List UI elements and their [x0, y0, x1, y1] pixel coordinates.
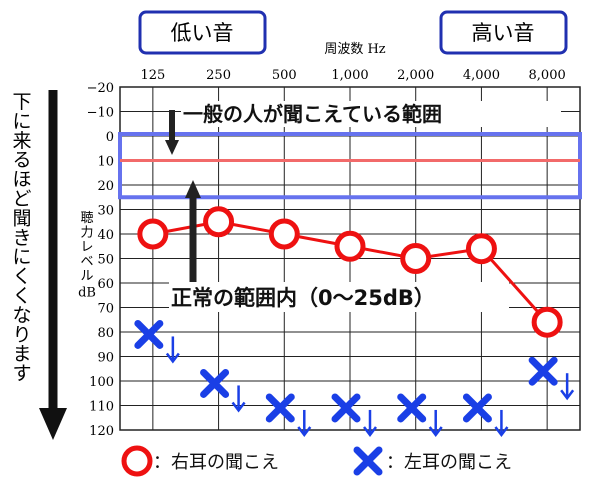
side-label-char: 来 — [12, 130, 31, 152]
down-arrow-head — [297, 426, 312, 438]
left-ear-cross — [462, 393, 492, 423]
right-ear-point — [203, 206, 235, 238]
legend: ：右耳の聞こえ ：左耳の聞こえ — [121, 445, 512, 477]
x-tick-label: 8,000 — [529, 68, 566, 83]
legend-left-label: ：左耳の聞こえ — [386, 452, 512, 473]
side-label-char: な — [12, 304, 31, 326]
right-ear-point — [137, 218, 169, 250]
side-label-char: 下 — [12, 91, 31, 113]
normal-range-text: 正常の範囲内（0〜25dB） — [171, 286, 435, 310]
right-ear-point — [465, 233, 497, 265]
side-label-char: く — [12, 266, 31, 288]
y-tick-label: 30 — [97, 204, 114, 219]
y-tick-label: 0 — [106, 130, 114, 145]
side-label-char: り — [12, 324, 31, 346]
legend-right-marker — [121, 445, 153, 477]
side-label-char: き — [12, 227, 31, 249]
arrow-down-to-band-icon — [165, 110, 179, 155]
y-tick-label: 20 — [97, 179, 114, 194]
left-ear-cross — [200, 368, 230, 398]
left-ear-point — [462, 393, 509, 438]
right-ear-point — [400, 243, 432, 274]
y-tick-label: 40 — [97, 228, 114, 243]
y-axis-title-char: ル — [80, 269, 93, 284]
left-ear-point — [528, 356, 575, 401]
y-tick-label: 110 — [89, 400, 114, 415]
down-arrow-head — [165, 352, 180, 364]
y-tick-label: 90 — [97, 351, 114, 366]
high-sound-box: 高い音 — [439, 10, 568, 55]
y-tick-label: 120 — [89, 424, 114, 439]
down-arrow-head — [363, 426, 377, 438]
side-label-char: に — [12, 110, 31, 132]
right-ear-point — [268, 218, 300, 250]
x-tick-label: 500 — [272, 68, 297, 83]
x-tick-label: 1,000 — [331, 68, 368, 83]
y-tick-label: 60 — [97, 277, 114, 292]
down-arrow-head — [231, 401, 246, 413]
high-sound-label: 高い音 — [472, 21, 535, 45]
y-tick-label: 100 — [89, 375, 114, 390]
y-axis-title-char: ベ — [80, 255, 93, 270]
chart-ticks: 125 250 500 1,000 2,000 4,000 8,000 −20 −10 0 10 20… — [87, 68, 566, 439]
side-label-char: に — [12, 246, 31, 268]
side-label-char: る — [12, 149, 31, 171]
normal-range-rect — [118, 132, 582, 200]
down-arrow-head — [560, 389, 575, 401]
y-axis-title-char: レ — [80, 240, 93, 255]
x-tick-label: 125 — [140, 68, 165, 83]
y-axis-title-char: 聴 — [80, 211, 93, 226]
x-tick-label: 2,000 — [397, 68, 434, 83]
side-label-char: 聞 — [12, 207, 31, 229]
y-tick-label: −10 — [87, 106, 114, 121]
y-axis-title-char: 力 — [80, 226, 93, 241]
down-arrow-head — [428, 426, 443, 438]
y-axis-title-unit: dB — [78, 286, 96, 301]
left-ear-point — [200, 368, 246, 413]
y-tick-label: 10 — [97, 155, 114, 170]
y-tick-label: 80 — [97, 326, 114, 341]
side-label-char: す — [12, 363, 31, 385]
side-label-char: ま — [12, 343, 31, 365]
side-label-char: ほ — [12, 169, 31, 191]
low-sound-box: 低い音 — [138, 10, 267, 55]
left-ear-point — [134, 319, 180, 364]
y-tick-label: 50 — [97, 253, 114, 268]
left-ear-cross — [134, 319, 164, 349]
down-arrow-icon — [39, 90, 67, 440]
normal-people-text: 一般の人が聞こえている範囲 — [183, 102, 442, 126]
x-tick-label: 4,000 — [463, 68, 500, 83]
left-ear-point — [265, 393, 312, 438]
annotation-normal-range: 正常の範囲内（0〜25dB） — [169, 282, 509, 312]
left-ear-cross — [265, 393, 295, 423]
low-sound-label: 低い音 — [171, 21, 234, 45]
left-ear-cross — [528, 356, 558, 386]
legend-right-label: ：右耳の聞こえ — [153, 452, 279, 473]
left-ear-point — [331, 393, 377, 438]
chart-series — [134, 206, 575, 438]
down-arrow-head — [494, 426, 509, 438]
right-ear-point — [334, 230, 366, 262]
annotation-normal-people: 一般の人が聞こえている範囲 — [181, 101, 561, 127]
side-label-char: く — [12, 285, 31, 307]
x-axis-title: 周波数 Hz — [324, 42, 385, 57]
x-tick-label: 250 — [206, 68, 231, 83]
normal-range-band — [118, 132, 582, 200]
y-tick-label: 70 — [97, 302, 114, 317]
right-ear-point — [531, 306, 563, 338]
legend-left-marker — [353, 446, 383, 476]
left-ear-cross — [331, 393, 361, 423]
arrow-up-to-band-icon — [185, 180, 201, 286]
side-label-char: ど — [12, 188, 31, 210]
y-tick-label: −20 — [87, 81, 114, 96]
left-ear-point — [397, 393, 443, 438]
left-ear-cross — [397, 393, 427, 423]
